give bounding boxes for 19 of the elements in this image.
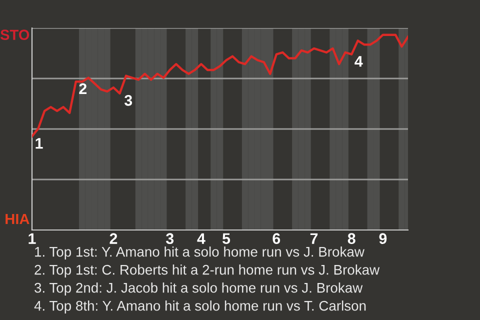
- text: 1. Top 1st: Y. Amano hit a solo home run vs J. Brokaw: [35, 246, 364, 260]
- annotation: 3: [124, 95, 132, 106]
- text: 3. Top 2nd: J. Jacob hit a solo home run vs J. Brokaw: [34, 282, 363, 296]
- x-tick-label: 2: [110, 233, 118, 244]
- x-tick-label: 7: [310, 233, 318, 244]
- x-tick-label: 1: [28, 233, 36, 244]
- x-tick-label: 8: [348, 233, 356, 244]
- annotation: 1: [36, 138, 43, 149]
- text: 2. Top 1st: C. Roberts hit a 2-run home run vs J. Brokaw: [34, 264, 380, 278]
- annotation: 2: [79, 83, 87, 94]
- x-tick-label: 4: [197, 233, 206, 244]
- text: STO: [0, 30, 30, 40]
- x-tick-label: 6: [272, 233, 280, 244]
- x-tick-label: 9: [379, 233, 387, 244]
- x-tick-label: 3: [166, 233, 174, 244]
- annotation: 4: [354, 56, 363, 67]
- text: HIA: [6, 214, 30, 224]
- x-tick-label: 5: [222, 233, 230, 244]
- text: 4. Top 8th: Y. Amano hit a solo home run vs T. Carlson: [34, 300, 366, 314]
